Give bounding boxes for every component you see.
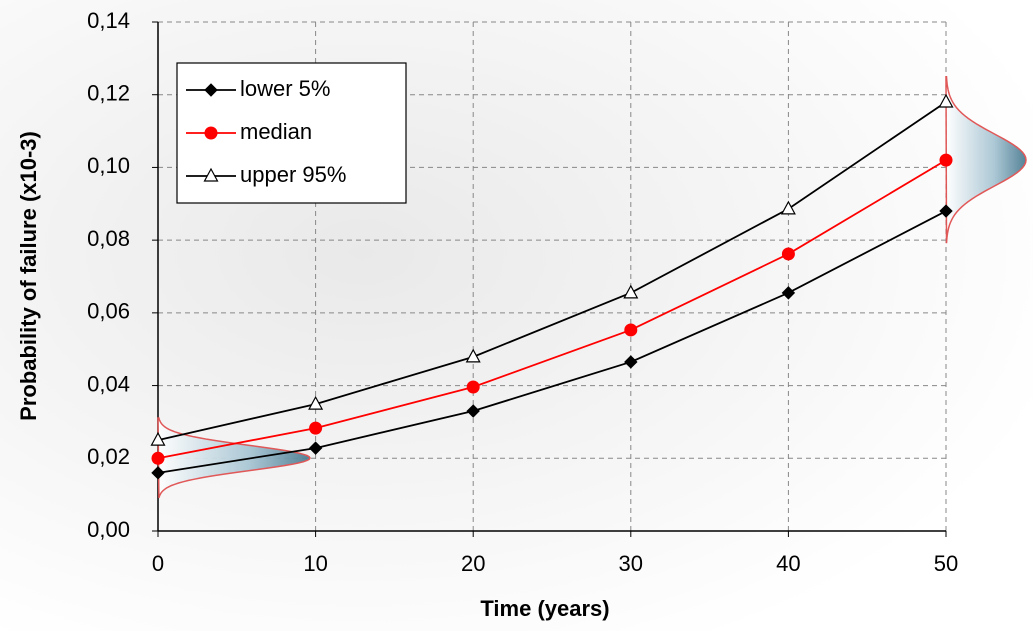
y-tick-label: 0,08 bbox=[87, 226, 130, 251]
series-line bbox=[157, 210, 947, 474]
x-tick-label: 30 bbox=[619, 551, 643, 576]
marker bbox=[938, 93, 954, 108]
marker bbox=[624, 355, 638, 369]
marker bbox=[150, 431, 166, 446]
marker bbox=[465, 348, 481, 363]
legend-label: median bbox=[240, 119, 312, 144]
series-line bbox=[157, 101, 947, 441]
marker bbox=[309, 421, 323, 435]
y-tick-label: 0,00 bbox=[87, 517, 130, 542]
legend-marker bbox=[203, 167, 219, 182]
y-tick-label: 0,12 bbox=[87, 81, 130, 106]
y-tick-label: 0,02 bbox=[87, 444, 130, 469]
marker bbox=[780, 200, 796, 215]
y-tick-label: 0,14 bbox=[87, 8, 130, 33]
x-tick-label: 50 bbox=[934, 551, 958, 576]
marker bbox=[939, 204, 953, 218]
x-tick-label: 10 bbox=[303, 551, 327, 576]
marker bbox=[308, 441, 323, 455]
marker bbox=[151, 451, 165, 465]
y-tick-label: 0,06 bbox=[87, 299, 130, 324]
marker bbox=[151, 466, 165, 480]
series-line bbox=[157, 159, 947, 460]
legend: lower 5% median upper 95% bbox=[176, 62, 407, 204]
distribution-shape bbox=[157, 417, 311, 499]
x-axis-title: Time (years) bbox=[480, 596, 609, 621]
marker bbox=[623, 284, 639, 299]
legend-label: lower 5% bbox=[240, 76, 330, 101]
x-tick-label: 0 bbox=[152, 551, 164, 576]
x-tick-label: 40 bbox=[776, 551, 800, 576]
legend-label: upper 95% bbox=[240, 162, 346, 187]
x-tick-label: 20 bbox=[461, 551, 485, 576]
marker bbox=[781, 247, 795, 261]
y-tick-label: 0,10 bbox=[87, 153, 130, 178]
marker bbox=[308, 395, 324, 410]
marker bbox=[466, 404, 480, 418]
marker bbox=[781, 286, 796, 300]
marker bbox=[624, 323, 638, 337]
legend-marker bbox=[204, 126, 218, 140]
y-tick-label: 0,04 bbox=[87, 371, 130, 396]
distribution-shape bbox=[945, 76, 1027, 244]
marker bbox=[466, 380, 480, 394]
legend-marker bbox=[204, 83, 218, 97]
marker bbox=[939, 153, 953, 167]
y-axis-title: Probability of failure (x10-3) bbox=[16, 131, 41, 421]
